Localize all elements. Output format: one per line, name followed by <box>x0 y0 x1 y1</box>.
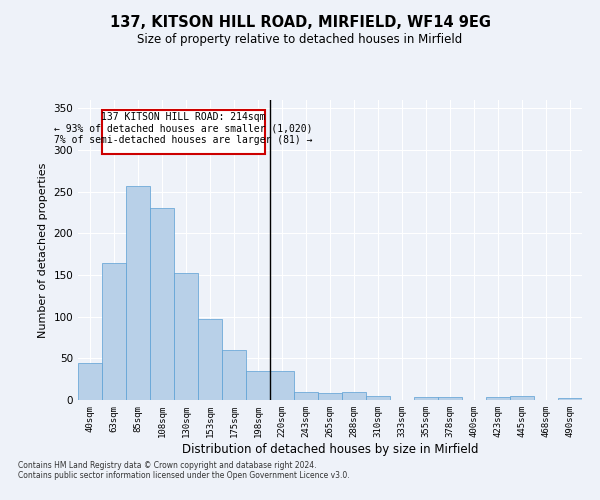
Bar <box>486 396 510 400</box>
Bar <box>342 392 366 400</box>
Text: Size of property relative to detached houses in Mirfield: Size of property relative to detached ho… <box>137 32 463 46</box>
Bar <box>294 392 318 400</box>
Bar <box>366 396 390 400</box>
Bar <box>438 396 462 400</box>
Bar <box>150 208 174 400</box>
Text: 137, KITSON HILL ROAD, MIRFIELD, WF14 9EG: 137, KITSON HILL ROAD, MIRFIELD, WF14 9E… <box>110 15 491 30</box>
Y-axis label: Number of detached properties: Number of detached properties <box>38 162 48 338</box>
Bar <box>222 350 246 400</box>
Bar <box>318 392 342 400</box>
Bar <box>270 371 294 400</box>
Bar <box>126 186 150 400</box>
Bar <box>198 319 222 400</box>
Text: Distribution of detached houses by size in Mirfield: Distribution of detached houses by size … <box>182 442 478 456</box>
Bar <box>510 396 534 400</box>
Bar <box>78 362 102 400</box>
Bar <box>102 262 126 400</box>
Bar <box>174 272 198 400</box>
Text: 137 KITSON HILL ROAD: 214sqm
← 93% of detached houses are smaller (1,020)
7% of : 137 KITSON HILL ROAD: 214sqm ← 93% of de… <box>55 112 313 145</box>
Text: Contains HM Land Registry data © Crown copyright and database right 2024.
Contai: Contains HM Land Registry data © Crown c… <box>18 460 350 480</box>
Bar <box>558 398 582 400</box>
Bar <box>246 371 270 400</box>
FancyBboxPatch shape <box>102 110 265 154</box>
Bar <box>414 396 438 400</box>
